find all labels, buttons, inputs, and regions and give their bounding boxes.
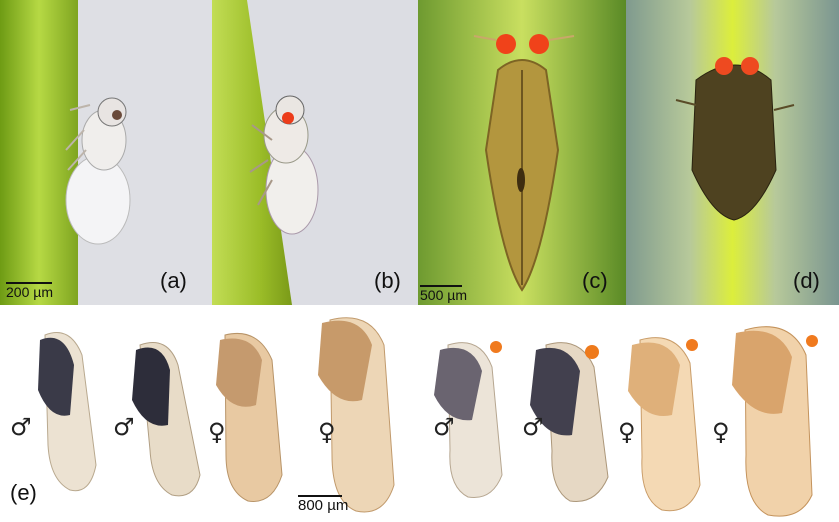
male-symbol-3: ♂ (433, 413, 455, 441)
panel-b-label: (b) (374, 268, 401, 293)
panel-a-label: (a) (160, 268, 187, 293)
scale-bar-label: 200 µm (6, 284, 53, 300)
specimen-male-orange-2 (530, 342, 609, 502)
panel-e: ♂ ♂ ♀ ♀ ♂ ♂ ♀ ♀ (e) 800 µm (0, 305, 839, 522)
panel-c-photo (418, 0, 626, 305)
specimen-female-pale-2 (318, 317, 395, 513)
panel-e-label: (e) (10, 480, 37, 505)
male-symbol-1: ♂ (10, 413, 32, 441)
scale-bar-200um: 200 µm (6, 282, 53, 300)
panel-c-label: (c) (582, 268, 608, 293)
specimen-female-pale-1 (216, 332, 283, 502)
panel-a: (a) 200 µm (0, 0, 212, 305)
panel-e-specimens (38, 317, 818, 517)
female-symbol-4: ♀ (712, 418, 730, 446)
panel-d-photo (626, 0, 839, 305)
panel-d-label: (d) (793, 268, 820, 293)
specimen-female-orange-1 (628, 337, 701, 512)
male-symbol-4: ♂ (522, 413, 544, 441)
scale-bar-label: 500 µm (420, 287, 467, 303)
panel-b: (b) (212, 0, 418, 305)
scale-bar-800um: 800 µm (298, 495, 349, 514)
panel-c: (c) 500 µm (418, 0, 626, 305)
panel-a-photo (0, 0, 212, 305)
specimen-male-dark-2 (132, 342, 201, 497)
specimen-female-orange-2 (732, 326, 818, 517)
specimen-male-orange-1 (434, 341, 503, 499)
female-symbol-2: ♀ (318, 418, 336, 446)
specimen-male-dark-1 (38, 332, 97, 492)
female-symbol-1: ♀ (208, 418, 226, 446)
female-symbol-3: ♀ (618, 418, 636, 446)
panel-b-photo (212, 0, 418, 305)
male-symbol-2: ♂ (113, 413, 135, 441)
scale-bar-500um: 500 µm (420, 285, 467, 303)
scale-bar-label: 800 µm (298, 497, 349, 514)
panel-d: (d) (626, 0, 839, 305)
